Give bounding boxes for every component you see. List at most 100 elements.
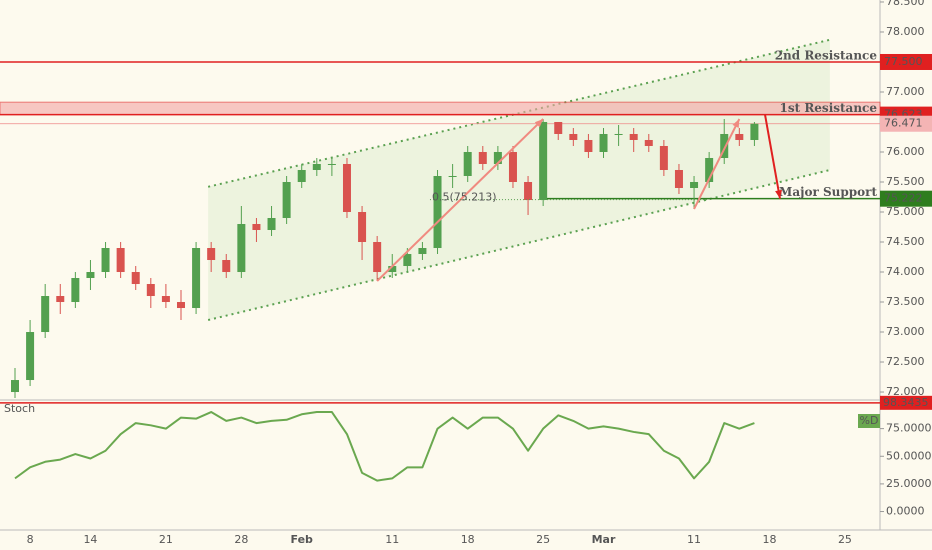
y-tick-label: 75.0000 bbox=[886, 422, 932, 435]
swing-arrow-head bbox=[732, 118, 740, 128]
y-tick-label: 72.000 bbox=[886, 385, 925, 398]
candle-body bbox=[192, 248, 201, 309]
candle-body bbox=[56, 296, 65, 303]
resistance-zone bbox=[0, 101, 881, 116]
candle-body bbox=[222, 260, 231, 273]
candle-body bbox=[418, 248, 427, 255]
fib-label: 0.5(75.213) bbox=[432, 191, 497, 204]
candle-body bbox=[297, 169, 306, 182]
candle-body bbox=[584, 139, 593, 152]
candle-body bbox=[750, 123, 759, 140]
y-tick-label: 25.0000 bbox=[886, 477, 932, 490]
candle-body bbox=[267, 218, 276, 231]
candle-body bbox=[71, 278, 80, 303]
candle-body bbox=[599, 133, 608, 152]
candle-body bbox=[101, 248, 110, 273]
candle-body bbox=[644, 139, 653, 146]
candle-body bbox=[433, 175, 442, 249]
candle-body bbox=[448, 175, 457, 177]
candle-body bbox=[569, 133, 578, 140]
forecast-arrow bbox=[764, 114, 781, 199]
candle-body bbox=[463, 151, 472, 176]
y-tick-label: 78.500 bbox=[886, 0, 925, 8]
x-tick-label: 18 bbox=[763, 533, 777, 546]
candle-body bbox=[86, 272, 95, 279]
y-tick-label: 78.000 bbox=[886, 25, 925, 38]
candle-body bbox=[146, 284, 155, 297]
y-tick-label: 72.500 bbox=[886, 355, 925, 368]
candle-body bbox=[493, 151, 502, 164]
candle-body bbox=[11, 380, 19, 393]
pane-title: Stoch bbox=[4, 402, 35, 415]
candle-body bbox=[614, 133, 623, 135]
forecast-arrow-head bbox=[775, 189, 782, 199]
stoch-line bbox=[14, 411, 755, 482]
candle-body bbox=[720, 133, 729, 158]
candle-body bbox=[674, 169, 683, 188]
candle-body bbox=[478, 151, 487, 164]
candle-body bbox=[358, 212, 367, 243]
candle-body bbox=[508, 151, 517, 182]
y-tick-label: 74.000 bbox=[886, 265, 925, 278]
x-tick-label: Mar bbox=[592, 533, 616, 546]
x-tick-label: 11 bbox=[687, 533, 701, 546]
candle-body bbox=[539, 121, 548, 200]
y-tick-label: 75.000 bbox=[886, 205, 925, 218]
candle-body bbox=[524, 181, 533, 200]
candle-body bbox=[176, 302, 185, 309]
swing-arrow bbox=[693, 118, 741, 210]
candle-body bbox=[327, 163, 336, 165]
y-tick-label: 73.500 bbox=[886, 295, 925, 308]
candle-body bbox=[116, 248, 125, 273]
y-tick-label: 74.500 bbox=[886, 235, 925, 248]
last-price-box bbox=[880, 115, 932, 132]
candle-body bbox=[342, 163, 351, 213]
x-tick-label: 18 bbox=[461, 533, 475, 546]
candle-body bbox=[26, 332, 35, 381]
candle-body bbox=[237, 224, 246, 273]
level-price-label: 75.222 bbox=[884, 192, 923, 205]
candle-body bbox=[735, 133, 744, 140]
candle-body bbox=[41, 296, 50, 333]
x-tick-label: 8 bbox=[27, 533, 34, 546]
channel-lower bbox=[207, 169, 831, 321]
candle-body bbox=[388, 266, 397, 273]
x-tick-label: 11 bbox=[385, 533, 399, 546]
level-price-label: 77.500 bbox=[884, 55, 923, 68]
candle-body bbox=[403, 254, 412, 267]
y-tick-label: 0.0000 bbox=[886, 505, 925, 518]
x-tick-label: Feb bbox=[291, 533, 314, 546]
candle-body bbox=[207, 248, 216, 261]
candle-body bbox=[659, 145, 668, 170]
last-price-label: 76.471 bbox=[884, 117, 923, 130]
series-name: %D bbox=[860, 414, 879, 427]
y-tick-label: 50.0000 bbox=[886, 449, 932, 462]
level-price-box bbox=[880, 190, 932, 207]
level-name: 2nd Resistance bbox=[775, 48, 878, 62]
candle-body bbox=[705, 157, 714, 182]
y-tick-label: 76.000 bbox=[886, 145, 925, 158]
swing-arrow-head bbox=[534, 118, 544, 128]
candle-body bbox=[554, 121, 563, 134]
candle-body bbox=[282, 181, 291, 219]
x-tick-label: 25 bbox=[838, 533, 852, 546]
candle-body bbox=[312, 163, 321, 170]
level-name: Major Support bbox=[779, 185, 877, 199]
candle-body bbox=[131, 272, 140, 285]
candle-body bbox=[629, 133, 638, 140]
candle-body bbox=[161, 296, 170, 303]
y-tick-label: 77.000 bbox=[886, 85, 925, 98]
candle-body bbox=[690, 181, 699, 188]
y-tick-label: 75.500 bbox=[886, 175, 925, 188]
y-tick-label: 73.000 bbox=[886, 325, 925, 338]
stoch-level-box bbox=[880, 395, 932, 410]
level-name: 1st Resistance bbox=[780, 101, 878, 115]
x-tick-label: 14 bbox=[83, 533, 97, 546]
stoch-level-label: 98.3435 bbox=[883, 396, 929, 409]
candle-body bbox=[252, 224, 261, 231]
x-tick-label: 25 bbox=[536, 533, 550, 546]
x-tick-label: 28 bbox=[234, 533, 248, 546]
candle-body bbox=[373, 242, 382, 273]
